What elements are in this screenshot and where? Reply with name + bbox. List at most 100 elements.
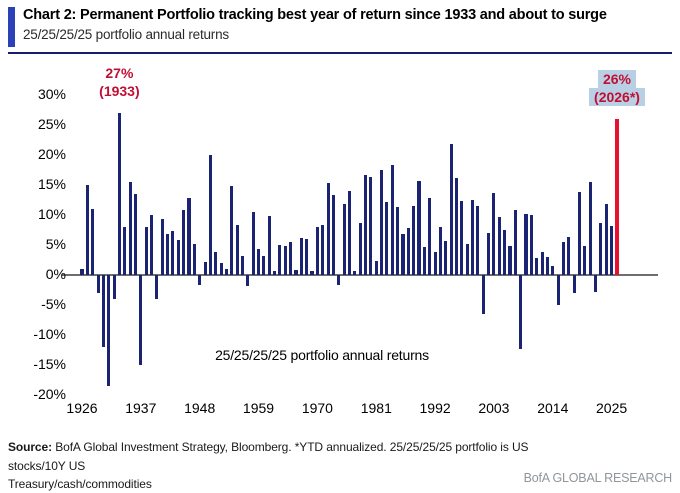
bar-1941: [160, 219, 164, 275]
bar-1956: [240, 255, 245, 275]
bar-2018: [572, 275, 576, 293]
bar-1948: [198, 275, 202, 286]
bar-1986: [401, 234, 405, 275]
x-axis-tick-label: 1959: [242, 400, 275, 416]
bar-1999: [470, 200, 475, 275]
bar-2000: [476, 206, 480, 275]
bar-2006: [508, 245, 512, 275]
annotation-2026-year: (2026*): [589, 88, 645, 106]
bar-1984: [390, 164, 394, 275]
bar-1965: [289, 242, 293, 275]
bar-1998: [465, 244, 469, 275]
y-axis-tick-label: 30%: [37, 86, 66, 102]
bar-1946: [187, 198, 191, 275]
bar-1934: [123, 227, 127, 275]
bar-1938: [144, 227, 148, 275]
bar-2009: [524, 213, 528, 275]
x-axis-tick-label: 1937: [125, 400, 157, 416]
bar-1977: [353, 270, 357, 275]
y-axis-tick-label: 5%: [45, 236, 66, 252]
x-axis-tick-label: 2025: [596, 400, 628, 416]
bar-2013: [545, 257, 550, 275]
bar-1926: [80, 269, 84, 275]
bar-1944: [176, 240, 180, 275]
bar-1963: [278, 245, 282, 275]
bar-1988: [412, 206, 416, 275]
bar-1993: [438, 227, 442, 275]
bar-1952: [219, 263, 223, 275]
y-axis-tick-label: -5%: [41, 296, 66, 312]
y-axis-tick-label: -15%: [33, 356, 66, 372]
bar-2008: [519, 275, 523, 350]
source-text-line1: BofA Global Investment Strategy, Bloombe…: [8, 440, 529, 473]
y-axis-tick-label: 0%: [45, 266, 66, 282]
bar-1974: [337, 275, 341, 286]
bar-1947: [192, 243, 196, 275]
chart-subtitle: 25/25/25/25 portfolio annual returns: [23, 27, 229, 42]
x-axis-zero-line: [62, 274, 658, 276]
x-axis-tick-label: 1926: [66, 400, 98, 416]
bar-1951: [214, 252, 218, 275]
annotation-1933-value: 27%: [105, 65, 134, 81]
bar-2016: [561, 242, 566, 275]
bar-1964: [283, 246, 287, 275]
header-divider: [8, 52, 672, 54]
bar-2002: [487, 233, 491, 275]
bar-2024: [604, 204, 608, 275]
bar-2014: [551, 266, 555, 275]
bar-2010: [529, 215, 533, 275]
bar-1961: [267, 216, 271, 275]
bar-1992: [433, 251, 437, 275]
bar-1983: [385, 201, 389, 275]
bar-1935: [128, 182, 132, 275]
bar-1966: [294, 270, 298, 275]
bar-1976: [347, 191, 352, 275]
bar-1962: [273, 271, 277, 275]
bar-1930: [101, 275, 105, 347]
bar-1936: [133, 194, 138, 275]
bar-2021: [588, 182, 592, 275]
x-axis-tick-label: 2014: [537, 400, 569, 416]
bar-1971: [321, 224, 325, 275]
y-axis-tick-label: 20%: [37, 146, 66, 162]
bar-2011: [535, 258, 539, 275]
bar-1943: [171, 231, 175, 275]
bar-1954: [230, 186, 234, 275]
bar-2025: [610, 225, 614, 275]
bar-2004: [497, 216, 501, 275]
bar-2023: [599, 222, 603, 275]
bar-1989: [417, 181, 421, 275]
y-axis-tick-label: 15%: [37, 176, 66, 192]
bar-2017: [567, 236, 571, 275]
bar-1990: [422, 247, 426, 275]
bar-1994: [444, 241, 448, 275]
bar-1928: [91, 209, 95, 275]
bar-1959: [256, 248, 261, 275]
bar-2003: [492, 193, 496, 275]
bar-1972: [326, 182, 330, 275]
bar-1945: [182, 210, 186, 275]
x-axis-tick-label: 1948: [184, 400, 216, 416]
source-note: Source: BofA Global Investment Strategy,…: [8, 438, 574, 493]
bar-2007: [513, 210, 517, 275]
bar-1958: [251, 212, 255, 275]
title-accent-bar: [8, 7, 15, 47]
bofa-global-research-brand: BofA GLOBAL RESEARCH: [523, 471, 673, 485]
bar-2022: [594, 275, 598, 292]
bar-2012: [540, 252, 544, 275]
bar-1960: [262, 255, 266, 275]
x-axis-tick-label: 1992: [419, 400, 451, 416]
bar-1970: [315, 227, 319, 275]
bar-1979: [363, 174, 368, 275]
x-axis-tick-label: 2003: [478, 400, 510, 416]
x-axis-tick-label: 1981: [360, 400, 392, 416]
bar-1996: [454, 177, 459, 275]
bar-2001: [481, 275, 485, 314]
bar-1927: [85, 185, 89, 275]
annotation-1933-year: (1933): [99, 83, 140, 99]
bar-1955: [235, 224, 239, 275]
annotation-2026-value: 26%: [597, 70, 637, 88]
bar-1973: [331, 194, 335, 275]
